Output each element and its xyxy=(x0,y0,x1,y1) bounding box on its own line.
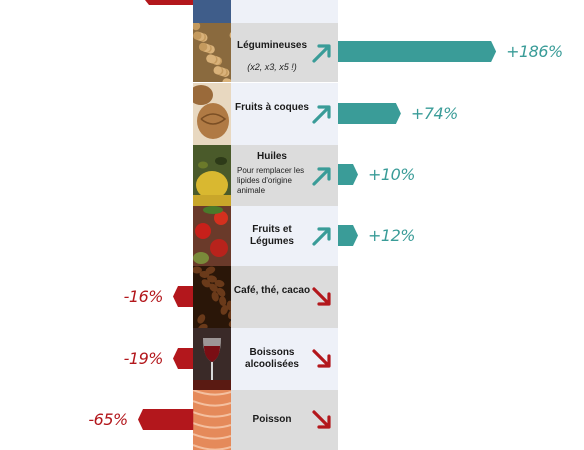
category-panel: Poisson xyxy=(231,390,338,450)
category-photo-olive-oil xyxy=(193,145,231,206)
data-label: +12% xyxy=(368,225,415,245)
category-panel: Huiles Pour remplacer les lipides d'origi… xyxy=(231,145,338,206)
bar xyxy=(338,224,358,246)
category-photo-walnuts xyxy=(193,83,231,145)
trend-up-arrow-icon xyxy=(312,227,331,246)
data-label: -65% xyxy=(88,409,128,429)
bar xyxy=(173,347,193,369)
category-panel: Café, thé, cacao xyxy=(231,266,338,328)
data-label: +186% xyxy=(506,42,563,61)
category-note: (x2, x3, x5 !) xyxy=(247,62,297,72)
bar xyxy=(338,102,401,124)
category-panel: Légumineuses (x2, x3, x5 !) xyxy=(231,23,338,82)
cropped-row-photo xyxy=(193,0,231,23)
bar xyxy=(173,285,193,307)
data-label: -19% xyxy=(123,348,164,368)
bar xyxy=(137,408,193,430)
category-label: Poisson xyxy=(252,414,292,425)
category-panel: Fruits et Légumes xyxy=(231,206,338,266)
category-label: Huiles xyxy=(256,151,287,162)
trend-down-arrow-icon xyxy=(312,349,331,368)
data-label: +74% xyxy=(410,103,458,123)
category-subtitle: Pour remplacer les lipides d'origine ani… xyxy=(237,166,305,195)
category-label: Café, thé, cacao xyxy=(233,285,311,296)
category-photo-chickpeas xyxy=(193,23,231,82)
category-label: Fruits à coques xyxy=(235,102,309,113)
cropped-row-panel xyxy=(231,0,338,23)
trend-up-arrow-icon xyxy=(312,105,331,124)
category-panel: Fruits à coques xyxy=(231,83,338,145)
category-label: Légumineuses xyxy=(236,40,308,51)
category-label: Fruits et Légumes xyxy=(250,224,294,247)
category-label: Boissons alcoolisées xyxy=(245,347,299,370)
category-panel: Boissons alcoolisées xyxy=(231,328,338,390)
category-photo-coffee xyxy=(193,266,231,328)
category-photo-wine xyxy=(193,328,231,390)
bar xyxy=(338,41,497,62)
bar xyxy=(338,164,358,185)
category-photo-salmon xyxy=(193,390,231,450)
data-label: -16% xyxy=(123,286,164,306)
trend-up-arrow-icon xyxy=(312,166,331,186)
trend-down-arrow-icon xyxy=(312,287,331,306)
trend-down-arrow-icon xyxy=(312,410,331,429)
cropped-bar xyxy=(145,0,193,5)
category-photo-vegetables xyxy=(193,206,231,266)
data-label: +10% xyxy=(368,165,415,184)
trend-up-arrow-icon xyxy=(312,43,331,63)
